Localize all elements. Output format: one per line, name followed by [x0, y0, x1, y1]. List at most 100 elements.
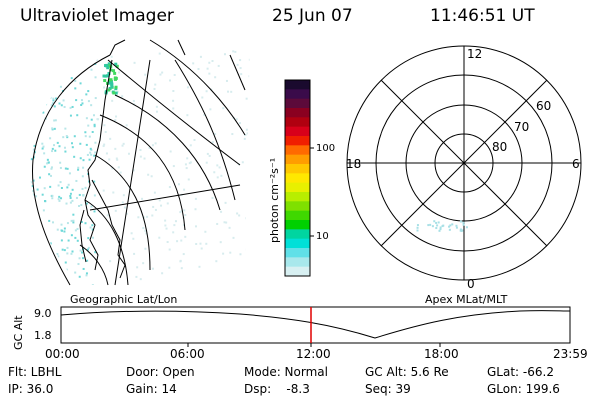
- image-pixel: [53, 127, 56, 130]
- image-pixel: [173, 73, 176, 76]
- alt-xtick-2: 12:00: [296, 347, 331, 361]
- image-pixel: [51, 127, 54, 130]
- image-pixel: [93, 180, 96, 183]
- image-pixel: [203, 113, 206, 116]
- image-pixel: [132, 169, 135, 172]
- image-pixel: [49, 185, 52, 188]
- image-pixel: [144, 247, 147, 250]
- image-pixel: [109, 137, 112, 140]
- image-pixel: [26, 178, 28, 180]
- image-pixel: [97, 118, 100, 121]
- image-pixel: [74, 271, 77, 274]
- image-pixel: [30, 120, 33, 123]
- image-pixel: [40, 55, 43, 58]
- image-pixel: [246, 240, 249, 243]
- image-pixel: [58, 145, 61, 148]
- image-pixel: [77, 168, 80, 171]
- image-pixel: [106, 214, 109, 217]
- image-pixel: [65, 202, 68, 205]
- image-pixel: [59, 62, 62, 65]
- image-pixel: [123, 206, 126, 209]
- image-pixel: [189, 144, 192, 147]
- image-pixel: [133, 61, 136, 64]
- image-pixel: [72, 54, 75, 57]
- image-pixel: [84, 131, 87, 134]
- polar-caption: Apex MLat/MLT: [425, 293, 508, 306]
- image-pixel: [217, 64, 220, 67]
- image-pixel: [60, 186, 63, 189]
- image-pixel: [105, 152, 108, 155]
- image-pixel: [102, 189, 105, 192]
- image-pixel: [26, 60, 28, 62]
- image-pixel: [245, 217, 248, 220]
- image-pixel: [102, 145, 105, 148]
- image-pixel: [153, 191, 156, 194]
- image-pixel: [142, 227, 145, 230]
- image-pixel: [31, 185, 34, 188]
- image-pixel: [192, 62, 195, 65]
- polar-pixel: [438, 229, 441, 232]
- image-pixel: [110, 82, 114, 86]
- image-pixel: [111, 99, 114, 102]
- image-pixel: [129, 50, 132, 53]
- colorbar-band: [285, 136, 310, 146]
- image-pixel: [115, 115, 118, 118]
- image-pixel: [172, 89, 175, 92]
- polar-pixel: [451, 223, 454, 226]
- altitude-plot: GC Alt 9.0 1.8: [12, 306, 571, 350]
- image-pixel: [72, 221, 75, 224]
- polar-pixel: [435, 221, 438, 224]
- image-pixel: [107, 62, 111, 66]
- image-pixel: [232, 50, 235, 53]
- image-pixel: [77, 263, 80, 266]
- image-pixel: [35, 115, 38, 118]
- image-pixel: [58, 199, 61, 202]
- image-pixel: [63, 230, 66, 233]
- image-pixel: [90, 104, 93, 107]
- image-pixel: [79, 142, 82, 145]
- image-pixel: [68, 172, 71, 175]
- date-label: 25 Jun 07: [272, 6, 353, 26]
- image-pixel: [65, 135, 68, 138]
- image-pixel: [113, 76, 117, 80]
- image-pixel: [182, 253, 185, 256]
- image-pixel: [208, 72, 211, 75]
- image-pixel: [67, 183, 70, 186]
- image-pixel: [201, 96, 204, 99]
- image-pixel: [139, 149, 142, 152]
- image-pixel: [25, 195, 27, 197]
- image-pixel: [114, 119, 117, 122]
- image-pixel: [63, 227, 66, 230]
- image-pixel: [94, 151, 97, 154]
- image-pixel: [114, 209, 117, 212]
- image-pixel: [211, 196, 214, 199]
- image-pixel: [214, 76, 217, 79]
- image-pixel: [93, 123, 96, 126]
- image-pixel: [91, 224, 94, 227]
- image-pixel: [73, 155, 76, 158]
- image-pixel: [29, 103, 32, 106]
- image-pixel: [33, 281, 36, 284]
- image-pixel: [206, 152, 209, 155]
- image-pixel: [125, 212, 128, 215]
- image-pixel: [29, 59, 31, 62]
- image-pixel: [177, 183, 180, 186]
- image-pixel: [51, 147, 54, 150]
- image-pixel: [155, 110, 158, 113]
- image-pixel: [81, 102, 84, 105]
- image-pixel: [57, 184, 60, 187]
- image-pixel: [152, 205, 155, 208]
- lat-label-80: 80: [492, 140, 507, 154]
- image-pixel: [85, 202, 88, 205]
- image-pixel: [159, 73, 162, 76]
- image-pixel: [239, 67, 242, 70]
- image-pixel: [208, 154, 211, 157]
- image-pixel: [72, 219, 75, 222]
- image-pixel: [114, 85, 118, 89]
- colorbar-band: [285, 173, 310, 184]
- image-pixel: [29, 229, 31, 232]
- image-pixel: [68, 51, 71, 54]
- image-pixel: [200, 247, 203, 250]
- image-pixel: [94, 97, 97, 100]
- image-pixel: [103, 124, 106, 127]
